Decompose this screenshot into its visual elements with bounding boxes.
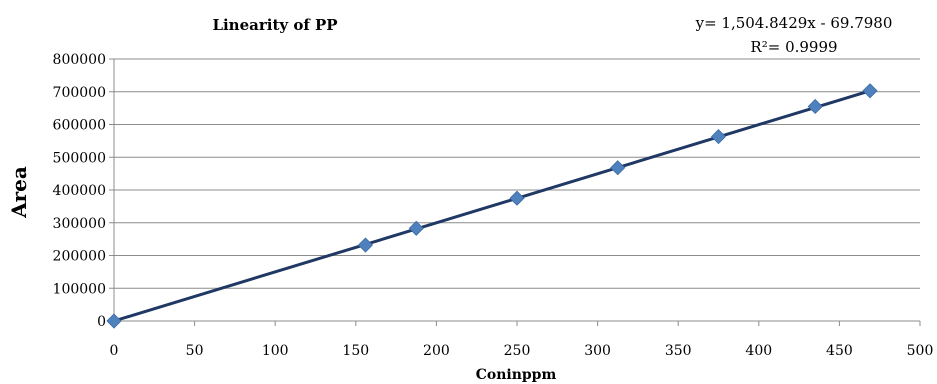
x-tick-label: 100 [262, 343, 289, 359]
y-axis-ticks: 0 100000 200000 300000 400000 500000 600000 700… [53, 52, 114, 330]
data-points [106, 83, 878, 329]
data-point [106, 313, 122, 329]
data-point [509, 190, 525, 206]
x-tick-label: 250 [504, 343, 531, 359]
y-tick-label: 0 [97, 314, 106, 330]
x-tick-label: 400 [745, 343, 772, 359]
y-tick-label: 500000 [53, 150, 106, 166]
y-tick-label: 800000 [53, 52, 106, 68]
data-point [710, 129, 727, 145]
gridlines [114, 58, 920, 289]
y-tick-label: 300000 [53, 216, 106, 232]
x-tick-label: 0 [110, 343, 119, 359]
data-point [807, 98, 823, 115]
y-tick-label: 700000 [53, 85, 106, 101]
data-point [610, 160, 626, 176]
x-axis-title: Coninppm [476, 367, 557, 383]
x-tick-label: 50 [186, 343, 204, 359]
trendline [113, 89, 871, 323]
y-tick-label: 200000 [53, 249, 106, 265]
trendline-r-squared: R²= 0.9999 [750, 38, 837, 56]
x-tick-label: 200 [423, 343, 450, 359]
x-axis-ticks: 0 50 100 150 200 250 300 350 400 450 500 [110, 321, 934, 359]
data-point [862, 83, 878, 99]
x-tick-label: 500 [907, 343, 934, 359]
data-point [408, 220, 424, 236]
chart-title: Linearity of PP [212, 16, 337, 34]
y-tick-label: 600000 [53, 118, 106, 134]
trendline-equation: y= 1,504.8429x - 69.7980 [695, 14, 893, 32]
y-tick-label: 400000 [53, 183, 106, 199]
data-point [357, 237, 374, 253]
x-tick-label: 300 [584, 343, 611, 359]
y-tick-label: 100000 [53, 281, 106, 297]
x-tick-label: 350 [665, 343, 692, 359]
x-tick-label: 450 [826, 343, 853, 359]
y-axis-title: Area [7, 166, 31, 219]
x-tick-label: 150 [342, 343, 369, 359]
